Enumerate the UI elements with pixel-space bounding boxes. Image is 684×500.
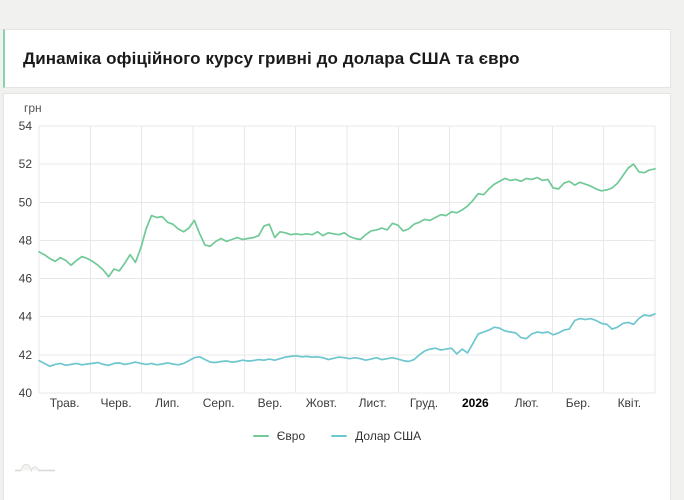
svg-text:54: 54 (19, 119, 33, 133)
svg-text:46: 46 (19, 272, 33, 286)
svg-text:2026: 2026 (462, 396, 489, 410)
chart-header-card: Динаміка офіційного курсу гривні до дола… (3, 29, 671, 88)
svg-text:50: 50 (19, 195, 33, 209)
y-axis-unit-label: грн (24, 101, 42, 115)
legend-label-euro: Євро (276, 429, 306, 443)
svg-text:Черв.: Черв. (100, 396, 131, 410)
svg-text:48: 48 (19, 233, 33, 247)
legend-label-usd: Долар США (355, 429, 422, 443)
svg-text:Серп.: Серп. (203, 396, 235, 410)
chart-card: грн 54 52 50 48 46 44 42 40 Трав. Черв. Лип. Серп. В… (3, 93, 671, 500)
svg-text:Бер.: Бер. (566, 396, 591, 410)
svg-text:Трав.: Трав. (50, 396, 80, 410)
usd-line-swatch (331, 435, 348, 437)
svg-text:40: 40 (19, 386, 33, 400)
minfin-logo-icon (15, 463, 55, 473)
legend-item-usd[interactable]: Долар США (331, 429, 421, 443)
svg-text:44: 44 (19, 310, 33, 324)
svg-text:Груд.: Груд. (410, 396, 438, 410)
exchange-rate-line-chart: 54 52 50 48 46 44 42 40 Трав. Черв. Лип. Серп. Вер. Ж… (19, 119, 656, 410)
svg-text:Лют.: Лют. (515, 396, 539, 410)
euro-line-swatch (252, 435, 269, 437)
svg-text:Вер.: Вер. (258, 396, 283, 410)
svg-text:Лип.: Лип. (155, 396, 179, 410)
svg-text:42: 42 (19, 348, 33, 362)
legend-item-euro[interactable]: Євро (252, 429, 306, 443)
svg-text:Квіт.: Квіт. (618, 396, 642, 410)
chart-title: Динаміка офіційного курсу гривні до дола… (23, 49, 520, 68)
svg-text:52: 52 (19, 157, 33, 171)
svg-text:Жовт.: Жовт. (306, 396, 337, 410)
svg-text:Лист.: Лист. (359, 396, 387, 410)
chart-legend: Євро Долар США (4, 428, 670, 444)
